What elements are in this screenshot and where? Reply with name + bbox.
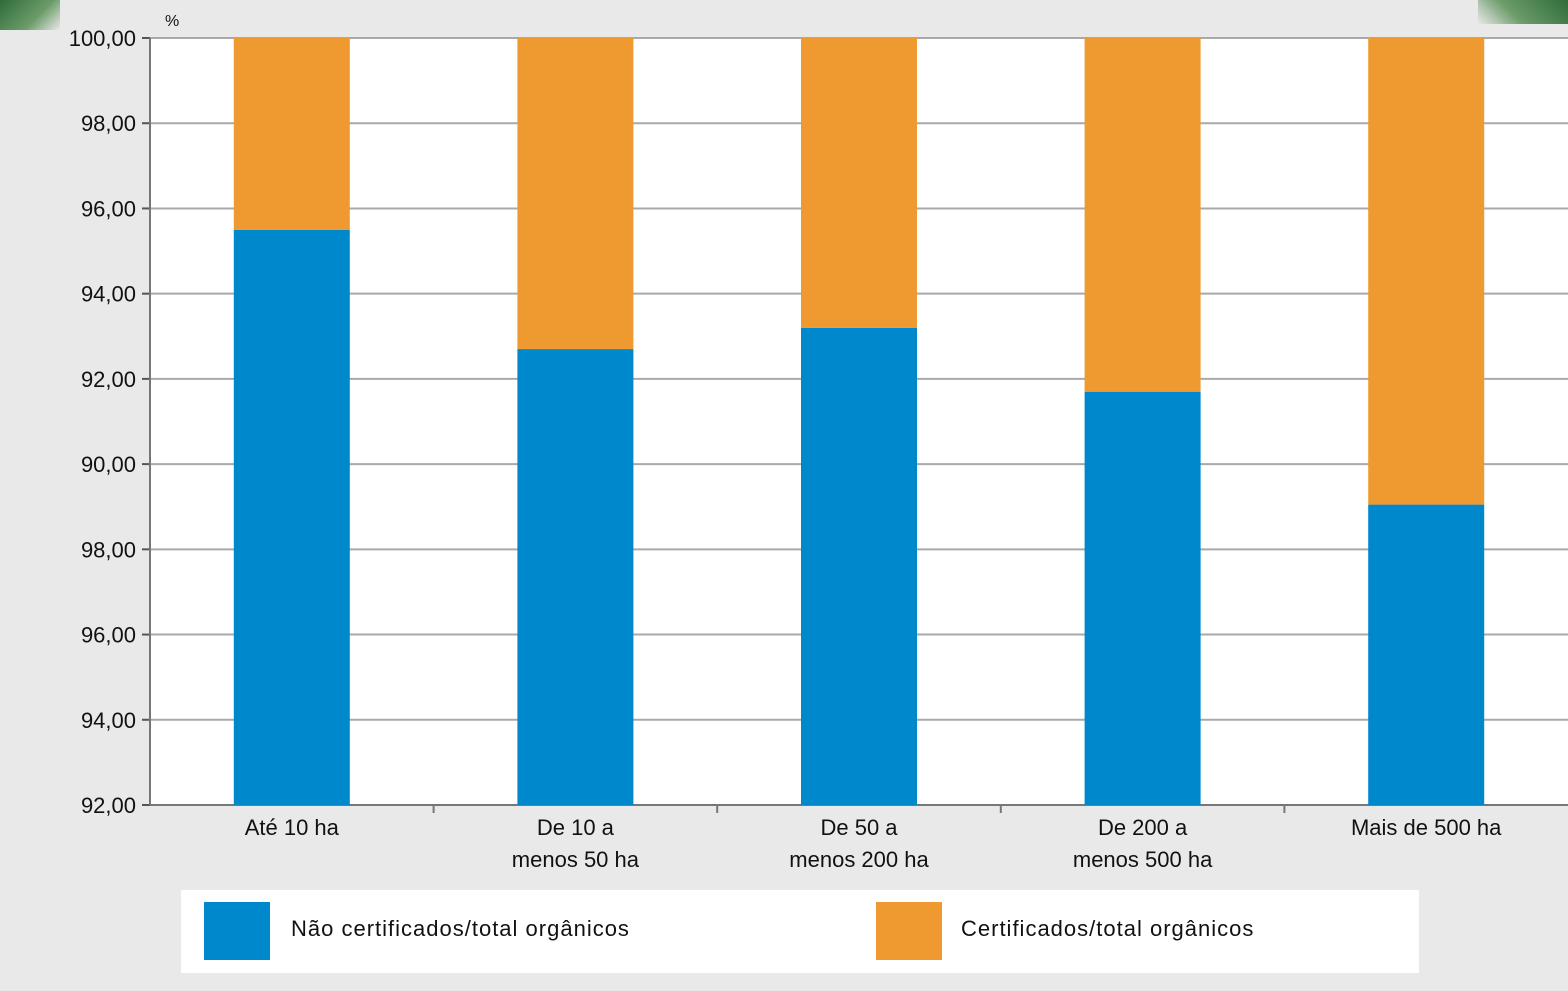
x-category-label: De 50 a	[820, 815, 898, 840]
legend: Não certificados/total orgânicos Certifi…	[181, 890, 1419, 973]
bar-nao-certificados	[517, 349, 634, 805]
y-tick-label: 96,00	[81, 196, 136, 221]
x-category-label: De 200 a	[1098, 815, 1188, 840]
x-category-label: menos 50 ha	[512, 847, 640, 872]
y-tick-label: 92,00	[81, 367, 136, 392]
x-category-label: menos 500 ha	[1073, 847, 1213, 872]
bar-certificados	[517, 38, 634, 350]
bar-nao-certificados	[801, 327, 917, 805]
y-tick-label: 94,00	[81, 282, 136, 307]
bar-certificados	[801, 38, 917, 328]
x-category-label: De 10 a	[537, 815, 615, 840]
bar-nao-certificados	[233, 229, 350, 805]
decorative-corner-left	[0, 0, 60, 30]
bar-nao-certificados	[1368, 504, 1485, 805]
bar-certificados	[1368, 38, 1485, 505]
legend-label-series-1: Não certificados/total orgânicos	[291, 916, 630, 941]
y-tick-label: 100,00	[69, 26, 136, 51]
legend-swatch-series-2	[876, 902, 942, 960]
bar-certificados	[1084, 38, 1201, 392]
y-unit-label: %	[165, 13, 179, 30]
bar-nao-certificados	[1084, 391, 1201, 805]
x-category-label: menos 200 ha	[789, 847, 929, 872]
y-tick-label: 98,00	[81, 537, 136, 562]
x-category-label: Mais de 500 ha	[1351, 815, 1502, 840]
y-tick-label: 90,00	[81, 452, 136, 477]
y-tick-label: 94,00	[81, 708, 136, 733]
bar-certificados	[233, 38, 350, 230]
y-tick-label: 92,00	[81, 793, 136, 818]
y-tick-label: 98,00	[81, 111, 136, 136]
x-category-label: Até 10 ha	[245, 815, 340, 840]
y-tick-label: 96,00	[81, 623, 136, 648]
legend-label-series-2: Certificados/total orgânicos	[961, 916, 1255, 941]
legend-swatch-series-1	[204, 902, 270, 960]
decorative-corner-right	[1478, 0, 1568, 24]
